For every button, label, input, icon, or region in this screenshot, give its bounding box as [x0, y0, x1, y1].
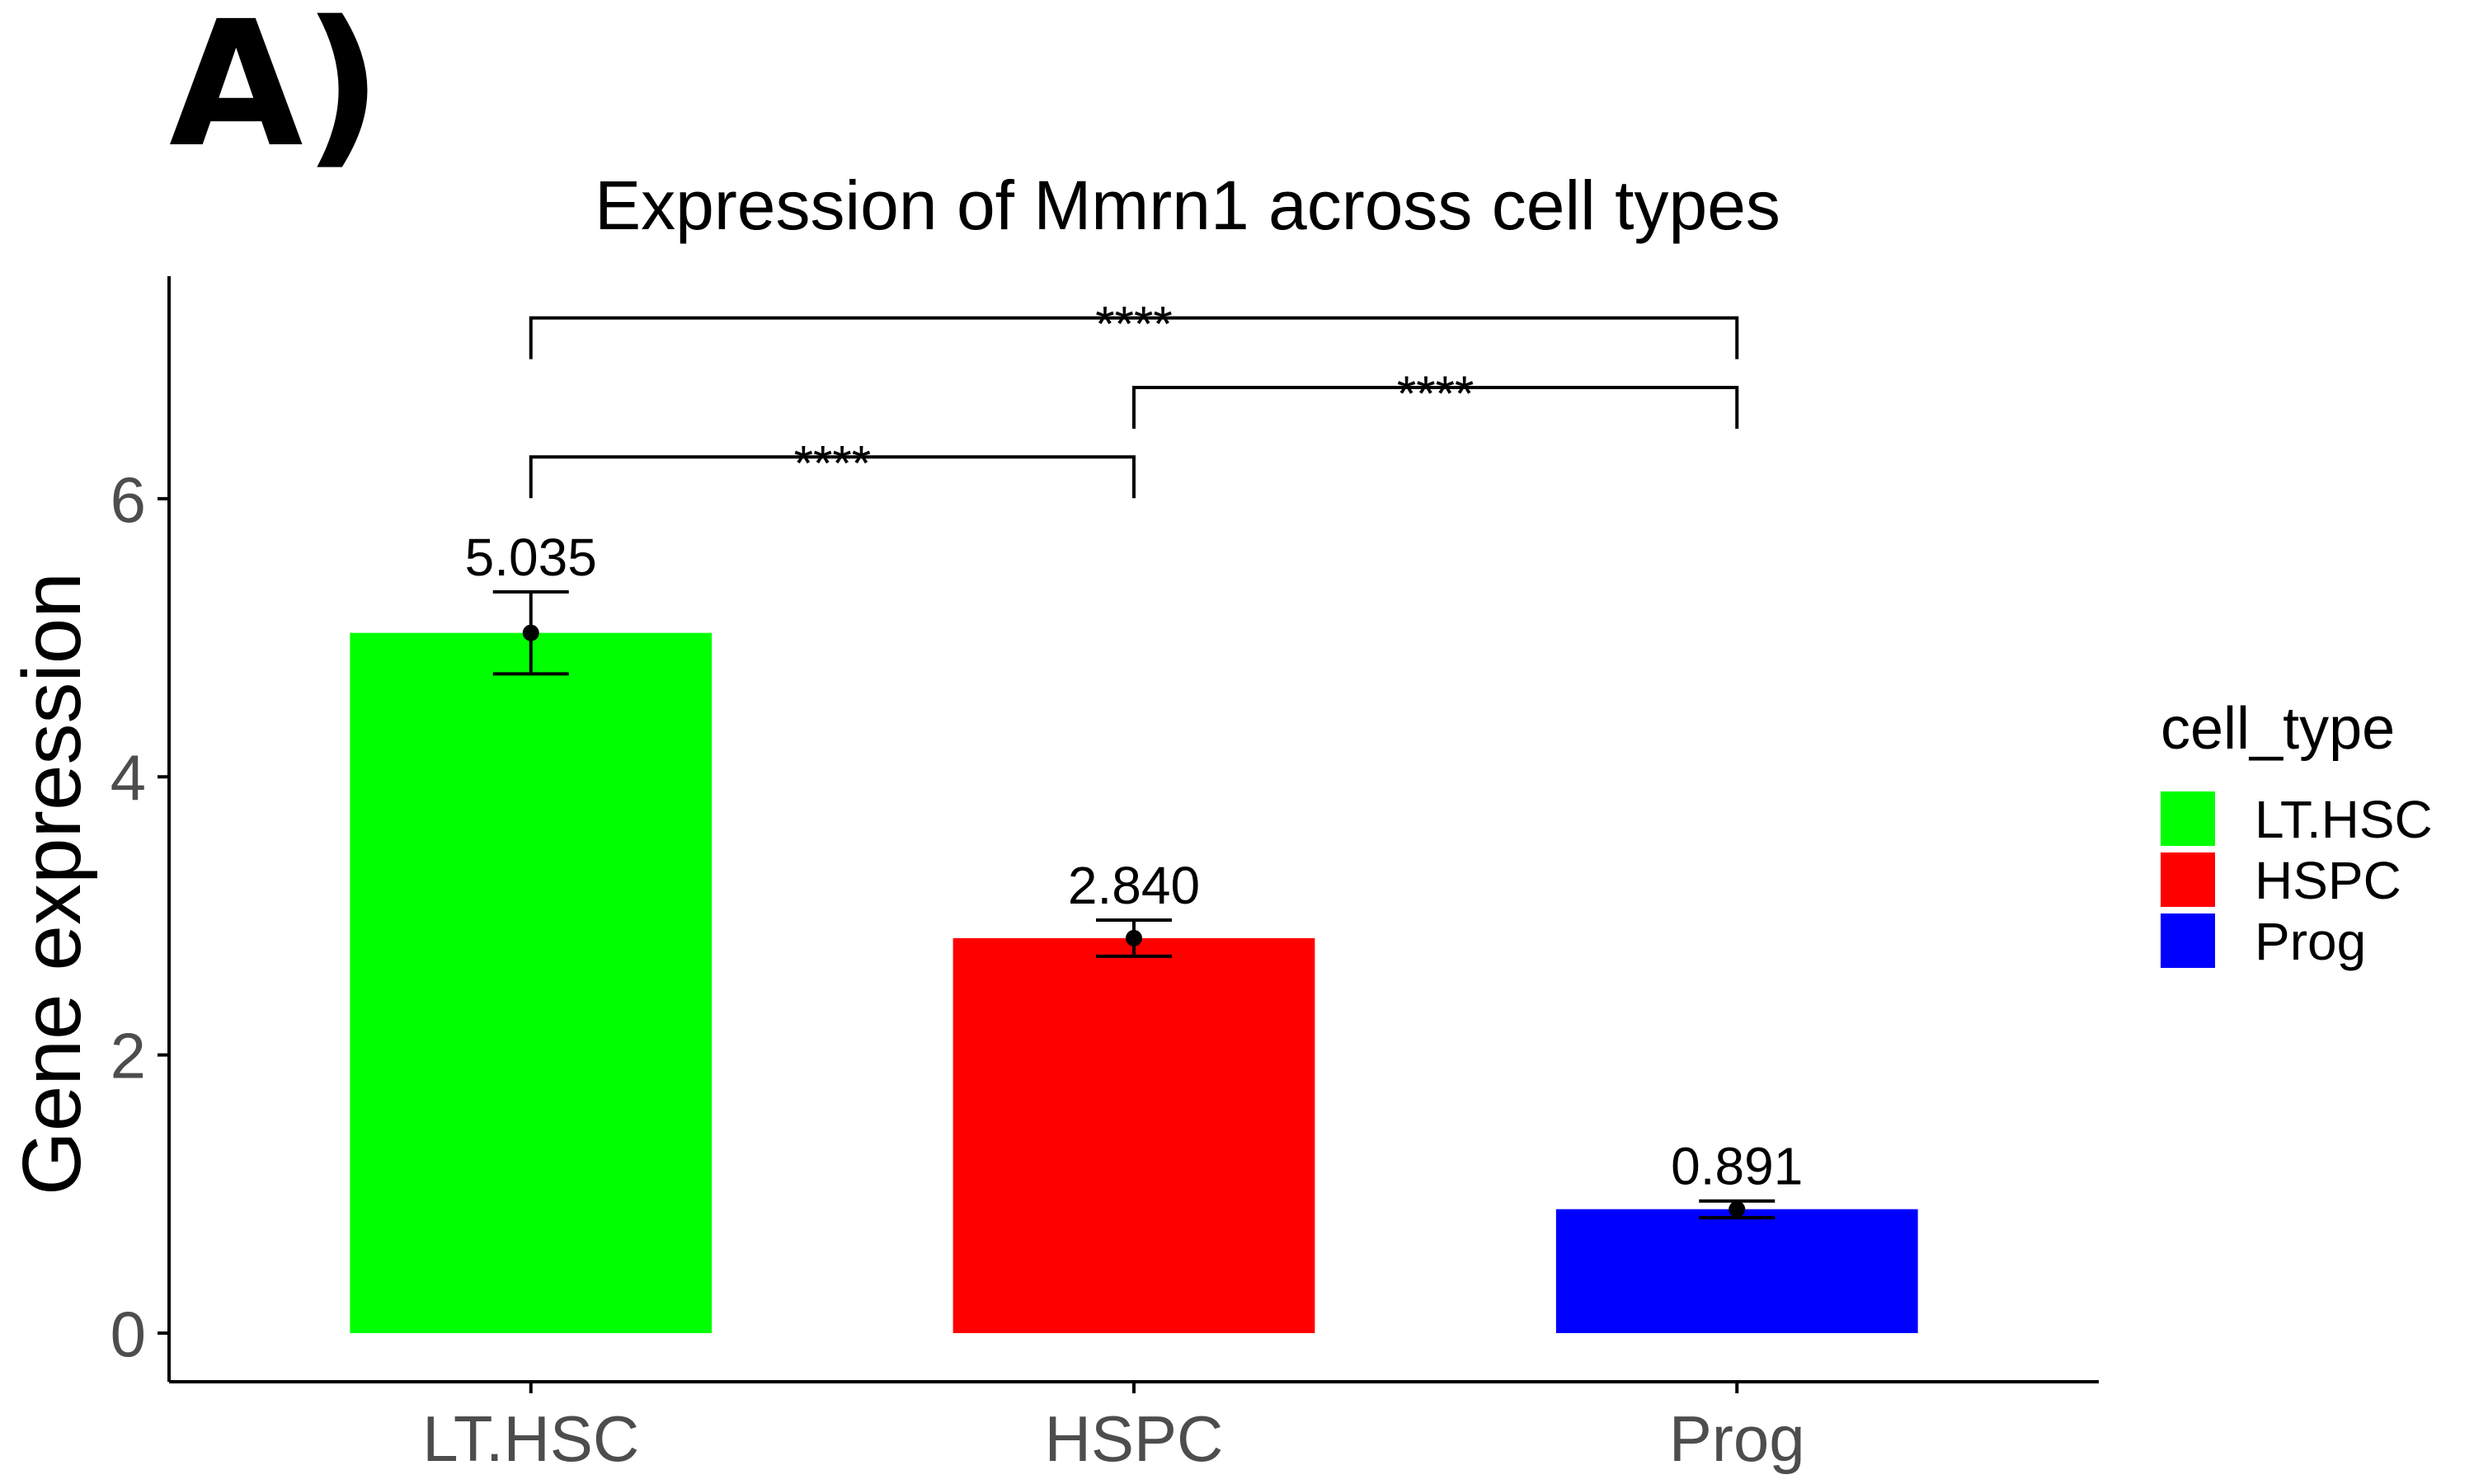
x-tick-label: LT.HSC [422, 1402, 639, 1475]
x-tick-label: Prog [1669, 1402, 1805, 1475]
significance-bracket [529, 455, 1136, 499]
plot-area: 0 2 4 6 5.035 LT.HSC 2.840 HSPC 0.891 Prog **** ***… [111, 276, 2099, 1475]
mean-point [1729, 1200, 1746, 1218]
x-tick-label: HSPC [1045, 1402, 1224, 1475]
data-label: 2.840 [1068, 856, 1200, 915]
legend-label: Prog [2255, 912, 2366, 971]
y-tick-label: 0 [111, 1298, 146, 1370]
y-tick-label: 4 [111, 741, 146, 814]
significance-label: **** [1095, 297, 1172, 352]
chart-title: Expression of Mmrn1 across cell types [595, 167, 1780, 244]
panel-label: A) [169, 0, 383, 186]
data-label: 0.891 [1671, 1137, 1803, 1196]
y-axis-label: Gene expression [6, 572, 98, 1195]
y-tick-label: 2 [111, 1020, 146, 1092]
bar-prog [1555, 1209, 1918, 1333]
bar-hspc [952, 937, 1315, 1333]
legend-title: cell_type [2161, 696, 2395, 762]
legend-swatch-prog [2161, 913, 2215, 968]
legend-label: LT.HSC [2255, 790, 2433, 849]
legend-swatch-hspc [2161, 852, 2215, 907]
data-label: 5.035 [465, 528, 597, 587]
significance-bracket [1132, 385, 1739, 429]
legend-label: HSPC [2255, 851, 2401, 910]
mean-point [522, 624, 539, 641]
significance-label: **** [794, 435, 871, 491]
significance-label: **** [1397, 366, 1474, 421]
y-tick-label: 6 [111, 463, 146, 536]
bar-lt-hsc [350, 632, 713, 1333]
mean-point [1126, 929, 1142, 946]
legend-swatch-lt-hsc [2161, 791, 2215, 846]
significance-bracket [529, 316, 1739, 359]
